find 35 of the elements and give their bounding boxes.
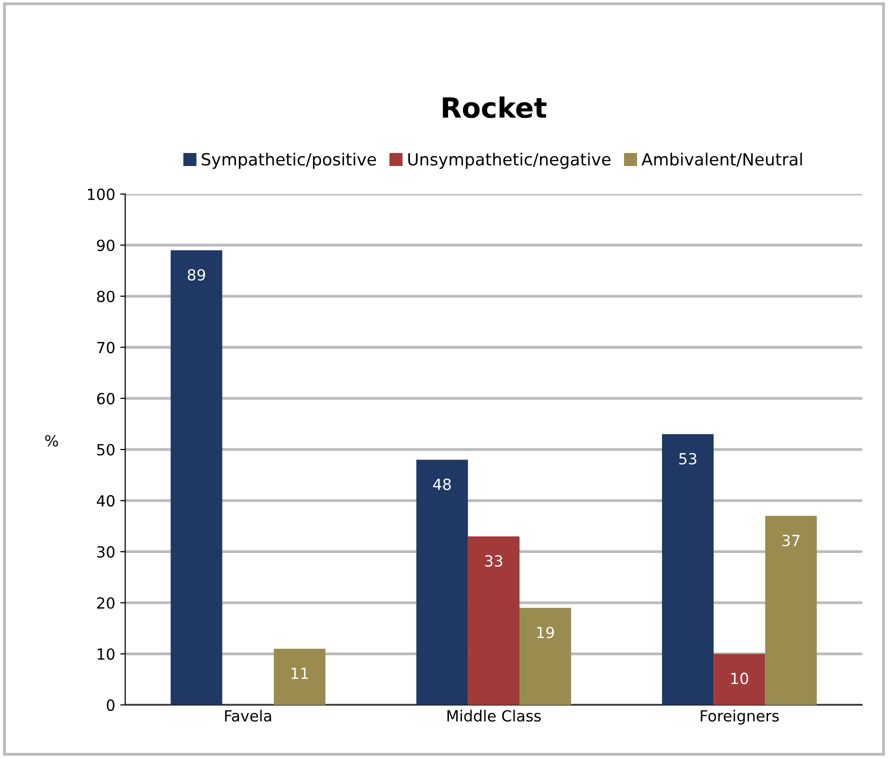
data-label: 37 [782,534,800,546]
legend-label: Ambivalent/Neutral [642,152,802,167]
data-label: 89 [188,269,206,281]
y-tick-label: 50 [97,444,114,456]
y-tick-label: 70 [97,342,114,354]
data-label: 10 [731,672,748,684]
y-tick-label: 100 [88,188,114,200]
y-tick-label: 10 [98,648,114,660]
data-label: 11 [292,668,308,679]
y-tick-label: 60 [97,392,114,404]
legend-label: Sympathetic/positive [202,152,376,169]
y-tick-label: 30 [97,546,114,558]
x-tick-label: Middle Class [447,710,541,722]
y-tick-label: 90 [97,240,114,252]
y-axis-title: % [45,434,58,447]
y-tick-label: 40 [96,495,114,507]
y-tick-label: 80 [97,290,114,302]
legend-label: Unsympathetic/negative [408,152,610,169]
bar [520,608,572,705]
data-label: 33 [485,555,502,567]
bar [662,434,714,705]
x-tick-label: Favela [225,710,272,722]
chart-title: Rocket [442,96,546,118]
y-tick-label: 20 [97,597,114,609]
bar [468,536,520,705]
data-label: 53 [679,452,696,465]
bar [170,250,222,705]
data-label: 48 [433,478,451,490]
data-label: 19 [537,626,554,638]
x-tick-label: Foreigners [700,710,779,725]
bar [274,648,326,705]
y-tick-label: 0 [106,699,114,711]
bar [416,460,468,705]
bar [765,516,817,705]
bar [714,654,766,705]
